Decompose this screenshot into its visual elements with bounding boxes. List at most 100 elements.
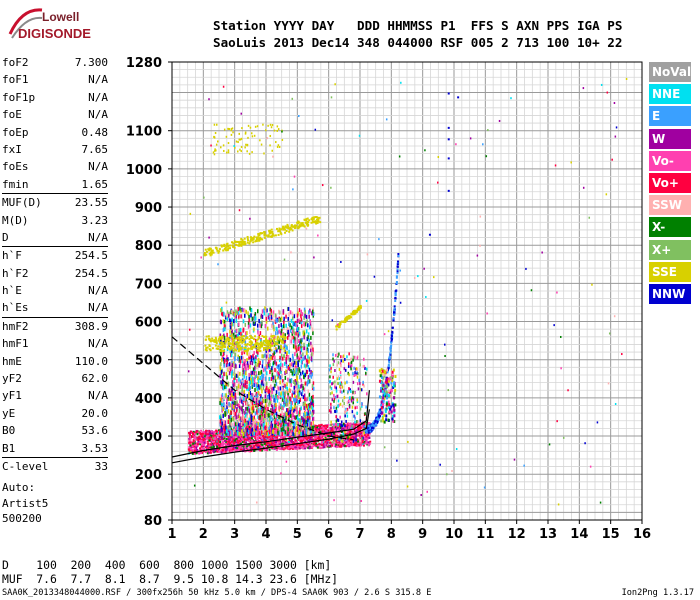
echo-point xyxy=(283,435,286,438)
echo-point xyxy=(244,313,246,318)
echo-point xyxy=(277,345,280,350)
echo-point xyxy=(316,446,319,449)
echo-point xyxy=(256,423,258,428)
echo-point xyxy=(248,408,251,413)
echo-point xyxy=(334,442,337,445)
echo-point xyxy=(209,451,212,454)
echo-point xyxy=(258,440,261,443)
echo-point xyxy=(254,338,257,343)
echo-point xyxy=(271,446,274,449)
echo-point xyxy=(244,384,246,389)
echo-point xyxy=(243,396,245,401)
echo-point xyxy=(223,319,226,324)
echo-point xyxy=(199,447,202,450)
echo-point xyxy=(235,334,237,339)
echo-point xyxy=(251,423,253,428)
echo-point xyxy=(266,398,268,403)
echo-point xyxy=(225,443,228,446)
echo-point xyxy=(286,369,288,374)
echo-point xyxy=(325,442,328,445)
echo-point xyxy=(206,440,209,443)
echo-point xyxy=(288,439,291,442)
echo-point xyxy=(301,415,303,420)
echo-point xyxy=(281,363,284,368)
echo-point xyxy=(265,441,268,444)
echo-point xyxy=(196,430,199,433)
echo-point xyxy=(296,398,298,403)
echo-point xyxy=(251,443,254,446)
echo-point xyxy=(296,324,299,329)
echo-point xyxy=(295,445,298,448)
echo-point xyxy=(222,328,225,333)
echo-point xyxy=(228,447,231,450)
echo-point xyxy=(349,441,352,444)
echo-point xyxy=(291,316,294,321)
echo-point xyxy=(306,337,309,342)
echo-point xyxy=(235,401,237,406)
echo-point xyxy=(274,427,277,430)
echo-point xyxy=(308,406,310,411)
echo-point xyxy=(237,356,239,361)
echo-point xyxy=(268,445,271,448)
echo-point xyxy=(270,399,273,404)
echo-point xyxy=(310,374,313,379)
echo-point xyxy=(223,359,226,364)
echo-point xyxy=(254,411,257,416)
echo-point xyxy=(291,412,294,417)
echo-point xyxy=(219,416,222,421)
echo-point xyxy=(196,444,199,447)
echo-point xyxy=(285,364,288,369)
echo-point xyxy=(269,307,271,312)
echo-point xyxy=(288,378,291,383)
echo-point xyxy=(188,433,191,436)
echo-point xyxy=(268,437,271,440)
echo-point xyxy=(299,418,301,423)
echo-point xyxy=(261,309,264,314)
echo-point xyxy=(244,437,247,440)
echo-point xyxy=(305,422,307,427)
echo-point xyxy=(284,394,286,399)
echo-point xyxy=(231,431,233,436)
echo-point xyxy=(302,417,305,422)
echo-point xyxy=(240,442,243,445)
echo-point xyxy=(249,360,252,365)
echo-point xyxy=(278,391,280,396)
echo-point xyxy=(337,428,340,431)
echo-point xyxy=(293,379,295,384)
echo-point xyxy=(228,371,231,376)
echo-point xyxy=(275,395,277,400)
echo-point xyxy=(275,425,278,430)
echo-point xyxy=(309,410,312,415)
echo-point xyxy=(316,425,319,428)
echo-point xyxy=(248,372,250,377)
echo-point xyxy=(258,391,261,396)
echo-point xyxy=(290,328,292,333)
echo-point xyxy=(222,357,225,362)
echo-point xyxy=(306,430,309,435)
echo-point xyxy=(292,339,295,344)
echo-point xyxy=(204,348,207,351)
echo-point xyxy=(278,402,281,407)
echo-point xyxy=(267,326,269,331)
echo-point xyxy=(241,366,244,371)
echo-point xyxy=(208,439,211,442)
echo-point xyxy=(326,441,329,444)
echo-point xyxy=(345,445,348,448)
echo-point xyxy=(274,444,277,447)
echo-point xyxy=(268,417,271,422)
echo-point xyxy=(304,445,307,448)
echo-point xyxy=(262,441,265,444)
echo-point xyxy=(220,308,223,313)
echo-point xyxy=(189,440,192,443)
echo-point xyxy=(217,339,220,342)
echo-point xyxy=(234,449,237,452)
echo-point xyxy=(281,397,284,402)
echo-point xyxy=(210,446,213,449)
echo-point xyxy=(270,311,273,316)
echo-point xyxy=(311,416,314,421)
echo-point xyxy=(271,411,273,416)
echo-point xyxy=(368,422,371,425)
echo-point xyxy=(349,422,352,425)
echo-point xyxy=(289,410,291,415)
echo-point xyxy=(227,313,230,318)
